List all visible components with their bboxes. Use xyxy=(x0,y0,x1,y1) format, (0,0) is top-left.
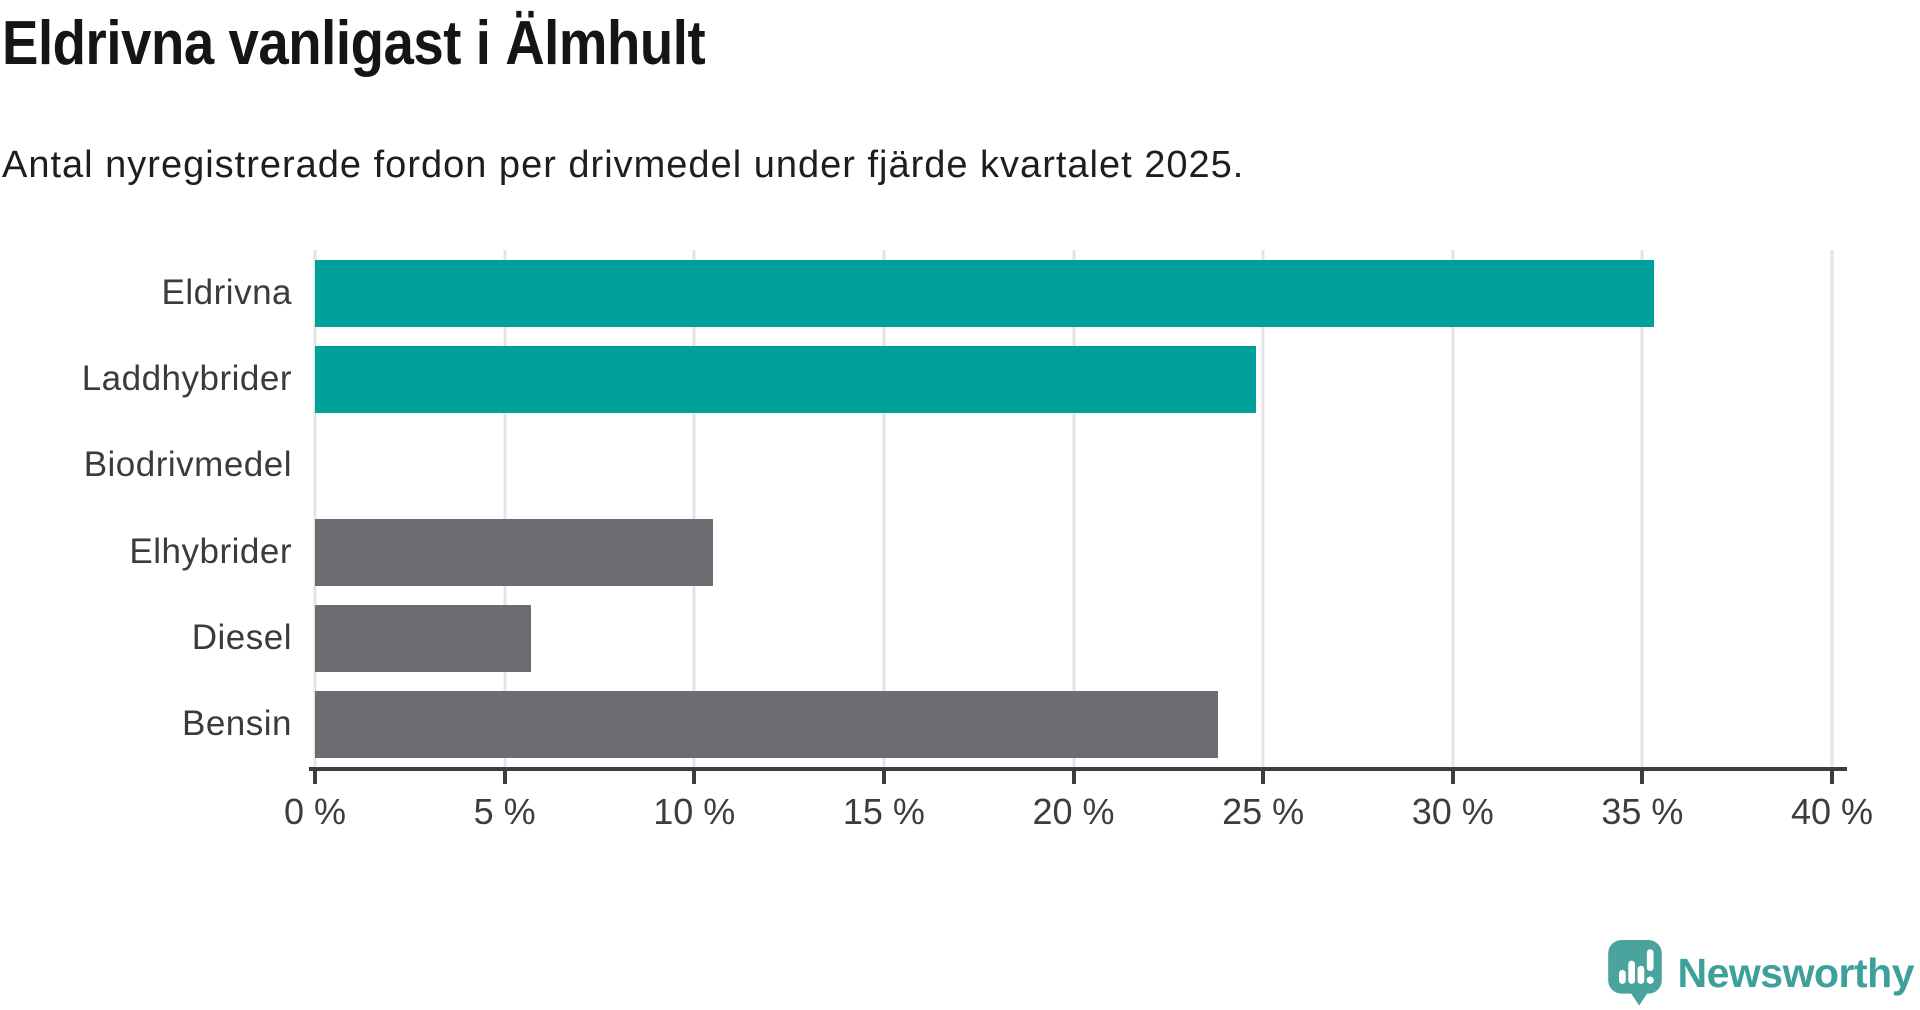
x-tick-label: 35 % xyxy=(1601,791,1684,832)
newsworthy-logo: Newsworthy xyxy=(1607,940,1915,1006)
x-tick-mark xyxy=(1450,771,1455,784)
x-tick-mark xyxy=(1640,771,1645,784)
gridline xyxy=(1451,250,1455,767)
gridline xyxy=(882,250,886,767)
newsworthy-logo-icon xyxy=(1607,940,1662,1006)
x-tick-mark xyxy=(313,771,317,784)
x-tick-mark xyxy=(1830,771,1834,784)
x-tick-label: 15 % xyxy=(842,791,925,832)
x-tick-mark xyxy=(1261,771,1266,784)
x-tick-mark xyxy=(502,771,507,784)
category-axis-labels: Eldrivna Laddhybrider Biodrivmedel Elhybrid… xyxy=(0,250,292,767)
gridline xyxy=(313,250,317,767)
bar-eldrivna xyxy=(315,260,1654,327)
gridline xyxy=(1261,250,1265,767)
gridline xyxy=(1072,250,1075,767)
plot-area xyxy=(313,250,1834,767)
x-tick-mark xyxy=(881,771,886,784)
chart-subtitle: Antal nyregistrerade fordon per drivmede… xyxy=(2,144,1245,186)
x-tick-label: 0 % xyxy=(283,791,347,832)
gridline xyxy=(1830,250,1834,767)
x-tick-label: 25 % xyxy=(1222,791,1305,832)
category-label: Elhybrider xyxy=(129,531,292,571)
horizontal-bar-chart: Eldrivna Laddhybrider Biodrivmedel Elhybrid… xyxy=(0,250,1920,850)
category-label: Diesel xyxy=(191,617,292,657)
x-tick-label: 5 % xyxy=(473,791,536,832)
x-axis-line xyxy=(309,767,1847,771)
x-tick-label: 40 % xyxy=(1790,791,1874,832)
x-tick-label: 30 % xyxy=(1411,791,1494,832)
gridline xyxy=(1640,250,1644,767)
bar-laddhybrider xyxy=(315,346,1256,414)
x-tick-mark xyxy=(1071,771,1076,784)
newsworthy-logo-text: Newsworthy xyxy=(1677,949,1915,996)
category-label: Eldrivna xyxy=(161,273,292,313)
x-axis-ticks: 0 % 5 % 10 % 15 % 20 % 25 % 30 % 35 % 40 % xyxy=(284,767,1873,847)
x-tick-label: 20 % xyxy=(1032,791,1115,832)
chart-title: Eldrivna vanligast i Älmhult xyxy=(2,9,706,78)
bar-diesel xyxy=(315,604,532,672)
gridline xyxy=(692,250,696,767)
bar-elhybrider xyxy=(315,518,714,586)
x-tick-mark xyxy=(692,771,697,784)
gridline xyxy=(503,250,507,767)
category-label: Biodrivmedel xyxy=(83,445,292,485)
x-tick-label: 10 % xyxy=(653,791,736,832)
bar-bensin xyxy=(315,690,1218,758)
category-label: Laddhybrider xyxy=(81,359,292,399)
category-label: Bensin xyxy=(181,703,292,743)
